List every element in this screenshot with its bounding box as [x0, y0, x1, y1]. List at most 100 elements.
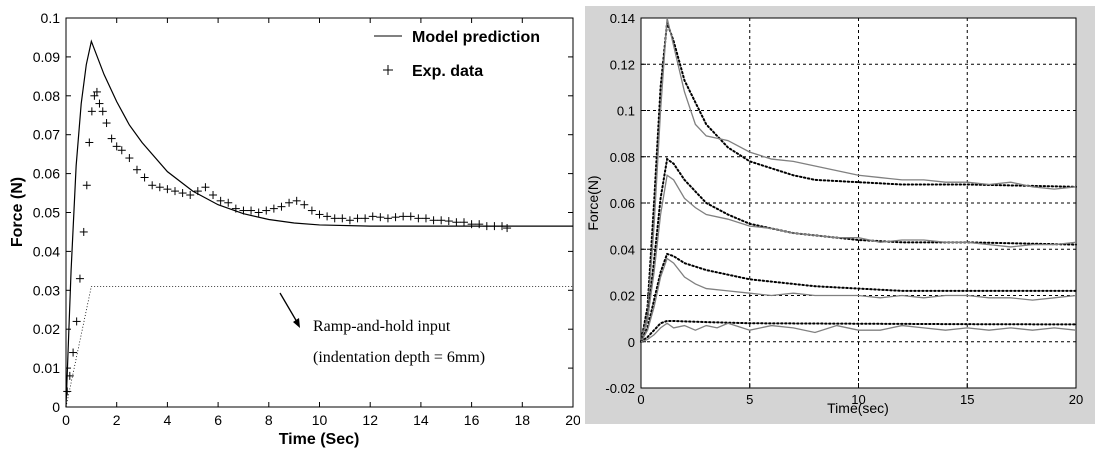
exp-data-point [178, 189, 187, 198]
exp-data-point [277, 202, 286, 211]
exp-data-point [399, 212, 408, 221]
exp-data-point [171, 187, 180, 196]
exp-data-point [92, 87, 101, 96]
exp-data-point [421, 214, 430, 223]
exp-data-point [482, 222, 491, 231]
left-y-tick-label: 0.09 [33, 49, 60, 65]
right-series-solid-5 [640, 257, 1077, 343]
left-x-tick-label: 8 [265, 412, 273, 428]
exp-data-point [107, 134, 116, 143]
left-y-tick-label: 0.08 [33, 88, 60, 104]
legend-label-model-prediction: Model prediction [412, 29, 540, 46]
right-y-tick-label: 0.08 [610, 150, 635, 165]
left-ticks: 0 2 4 6 8 10 12 14 16 18 20 0 0.01 0.02 0.03 0.04 0.05 0.… [33, 10, 580, 428]
right-x-tick-label: 15 [960, 392, 974, 407]
exp-data-point [475, 220, 484, 229]
right-y-tick-label: -0.02 [605, 381, 635, 396]
left-x-tick-label: 14 [413, 412, 429, 428]
left-y-tick-label: 0.07 [33, 127, 60, 143]
legend: Model prediction Exp. data [374, 29, 540, 80]
exp-data-point [292, 196, 301, 205]
exp-data-point [300, 200, 309, 209]
right-series-dotted-6 [640, 319, 1077, 343]
exp-data-point [117, 146, 126, 155]
exp-data-point [383, 214, 392, 223]
left-series-exp-data [63, 87, 512, 396]
annotation-ramp-and-hold: Ramp-and-hold input [313, 318, 451, 335]
left-y-tick-label: 0.1 [41, 10, 61, 26]
exp-data-point [376, 213, 385, 222]
left-series-model-prediction [65, 39, 573, 408]
legend-label-exp-data: Exp. data [412, 63, 483, 80]
left-x-tick-label: 12 [362, 412, 378, 428]
exp-data-point [193, 187, 202, 196]
exp-data-point [69, 348, 78, 357]
exp-data-point [239, 206, 248, 215]
exp-data-point [338, 214, 347, 223]
exp-data-point [140, 173, 149, 182]
exp-data-point [85, 138, 94, 147]
exp-data-point [75, 274, 84, 283]
left-y-tick-label: 0.02 [33, 321, 60, 337]
left-series [63, 39, 573, 408]
right-x-tick-label: 10 [851, 392, 865, 407]
exp-data-point [163, 185, 172, 194]
right-y-axis-title: Force(N) [585, 175, 601, 230]
exp-data-point [414, 214, 423, 223]
exp-data-point [254, 208, 263, 217]
exp-data-point [87, 107, 96, 116]
left-x-tick-label: 20 [565, 412, 580, 428]
exp-data-point [391, 213, 400, 222]
annotation-indentation-depth: (indentation depth = 6mm) [313, 349, 485, 366]
right-series-solid-7 [640, 322, 1077, 343]
exp-data-point [98, 107, 107, 116]
right-y-tick-label: 0.06 [610, 196, 635, 211]
exp-data-point [361, 214, 370, 223]
legend-marker-exp-data [383, 65, 393, 75]
exp-data-point [231, 204, 240, 213]
right-series-dotted-0 [640, 22, 1077, 343]
right-y-tick-label: 0.1 [617, 104, 635, 119]
exp-data-point [269, 204, 278, 213]
right-y-tick-label: 0.02 [610, 289, 635, 304]
exp-data-point [467, 220, 476, 229]
exp-data-point [155, 183, 164, 192]
exp-data-point [459, 218, 468, 227]
left-x-tick-label: 4 [164, 412, 172, 428]
left-x-tick-label: 18 [515, 412, 531, 428]
exp-data-point [102, 119, 111, 128]
exp-data-point [285, 198, 294, 207]
right-series [640, 17, 1077, 343]
left-y-tick-label: 0.01 [33, 360, 60, 376]
exp-data-point [368, 212, 377, 221]
right-y-tick-label: 0.14 [610, 11, 635, 26]
exp-data-point [247, 206, 256, 215]
right-series-solid-1 [640, 17, 1077, 342]
left-x-tick-label: 0 [62, 412, 70, 428]
exp-data-point [503, 224, 512, 233]
left-x-tick-label: 16 [464, 412, 480, 428]
left-x-tick-label: 10 [312, 412, 328, 428]
exp-data-point [209, 190, 218, 199]
exp-data-point [63, 387, 72, 396]
exp-data-point [79, 227, 88, 236]
exp-data-point [452, 218, 461, 227]
exp-data-point [345, 216, 354, 225]
right-x-tick-label: 20 [1069, 392, 1083, 407]
exp-data-point [112, 142, 121, 151]
left-y-tick-label: 0 [52, 399, 60, 415]
left-y-tick-label: 0.05 [33, 205, 60, 221]
left-chart: 0 2 4 6 8 10 12 14 16 18 20 0 0.01 0.02 0.03 0.04 0.05 0.… [9, 10, 580, 448]
exp-data-point [95, 99, 104, 108]
exp-data-point [125, 154, 134, 163]
exp-data-point [224, 198, 233, 207]
exp-data-point [262, 206, 271, 215]
exp-data-point [330, 214, 339, 223]
right-y-tick-label: 0 [628, 335, 635, 350]
right-series-solid-3 [640, 174, 1077, 342]
left-y-tick-label: 0.04 [33, 243, 60, 259]
exp-data-point [72, 317, 81, 326]
right-ticks: 0 5 10 15 20-0.0200.020.040.060.080.10.120.1… [605, 11, 1083, 407]
exp-data-point [65, 371, 74, 380]
left-y-tick-label: 0.06 [33, 166, 60, 182]
